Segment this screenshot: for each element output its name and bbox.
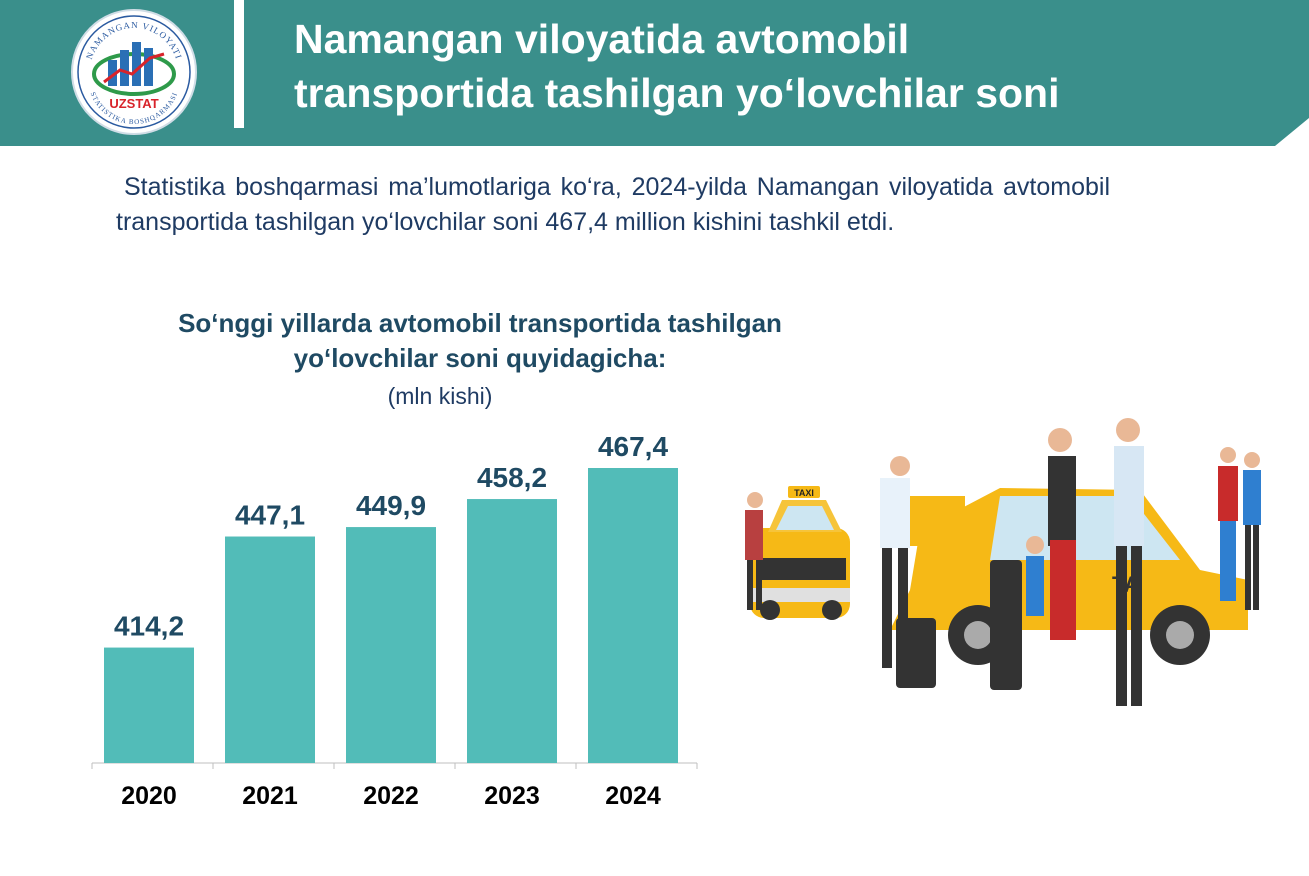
x-tick-label: 2022 xyxy=(363,782,419,810)
x-tick-label: 2023 xyxy=(484,782,540,810)
chart-unit-label: (mln kishi) xyxy=(387,383,493,409)
title-line-2: transportida tashilgan yo‘lovchilar soni xyxy=(294,70,1060,116)
x-tick-label: 2021 xyxy=(242,782,298,810)
uzstat-logo: NAMANGAN VILOYATI STATISTIKA BOSHQARMASI… xyxy=(70,8,198,136)
page-title: Namangan viloyatida avtomobil transporti… xyxy=(294,12,1294,120)
x-tick-label: 2024 xyxy=(605,782,661,810)
bar-value-label: 414,2 xyxy=(114,611,184,642)
small-taxi-illustration: TAXI xyxy=(750,486,850,620)
taxi-passengers-illustration: TAXI TA xyxy=(745,418,1261,706)
svg-text:UZSTAT: UZSTAT xyxy=(109,96,158,111)
intro-paragraph: Statistika boshqarmasi ma’lumotlariga ko… xyxy=(116,173,1110,236)
header-background xyxy=(0,0,1309,146)
bar-value-label: 467,4 xyxy=(598,431,668,462)
svg-text:TAXI: TAXI xyxy=(794,488,814,498)
passengers-illustration xyxy=(745,418,1261,706)
bar xyxy=(588,468,678,763)
bar-chart: 414,2 2020 447,1 2021 449,9 2022 458,2 2023 467,… xyxy=(91,431,698,810)
bar xyxy=(104,647,194,763)
bar xyxy=(225,536,315,763)
title-line-1: Namangan viloyatida avtomobil xyxy=(294,16,910,62)
bar-value-label: 449,9 xyxy=(356,490,426,521)
x-tick-label: 2020 xyxy=(121,782,177,810)
bar xyxy=(467,499,557,763)
chart-title: So‘nggi yillarda avtomobil transportida … xyxy=(100,306,860,376)
header-divider xyxy=(234,0,244,128)
bar-value-label: 458,2 xyxy=(477,462,547,493)
bar-value-label: 447,1 xyxy=(235,500,305,531)
chart-title-line-1: So‘nggi yillarda avtomobil transportida … xyxy=(178,308,782,338)
chart-title-line-2: yo‘lovchilar soni quyidagicha: xyxy=(293,343,667,373)
bar xyxy=(346,527,436,763)
header-banner: NAMANGAN VILOYATI STATISTIKA BOSHQARMASI… xyxy=(0,0,1309,146)
